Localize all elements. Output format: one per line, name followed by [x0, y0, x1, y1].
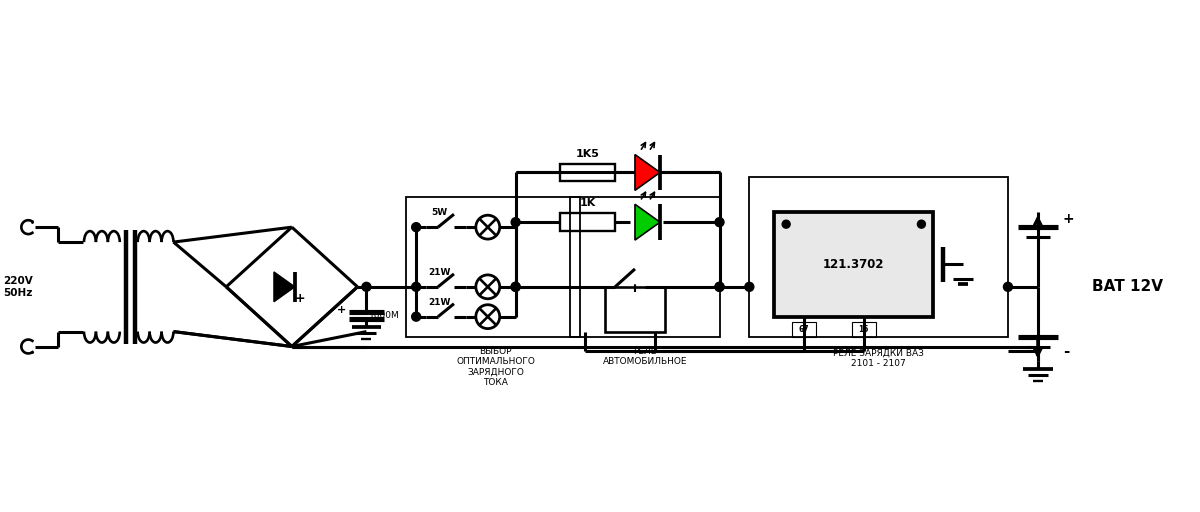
Circle shape — [511, 282, 520, 291]
Text: +: + — [294, 292, 305, 305]
Circle shape — [511, 218, 520, 227]
Circle shape — [715, 282, 724, 291]
Bar — [560, 213, 616, 231]
Text: 21W: 21W — [428, 268, 450, 277]
Circle shape — [782, 220, 790, 228]
Text: ВЫБОР
ОПТИМАЛЬНОГО
ЗАРЯДНОГО
ТОКА: ВЫБОР ОПТИМАЛЬНОГО ЗАРЯДНОГО ТОКА — [456, 347, 535, 387]
Text: 67: 67 — [799, 325, 809, 334]
Text: +: + — [337, 305, 346, 315]
Text: 15: 15 — [858, 325, 869, 334]
Bar — [407, 197, 581, 336]
Bar — [749, 178, 1008, 336]
Circle shape — [918, 220, 925, 228]
Circle shape — [362, 282, 371, 291]
Polygon shape — [635, 155, 660, 190]
Circle shape — [412, 282, 421, 291]
Text: РЕЛЕ ЗАРЯДКИ ВАЗ
2101 - 2107: РЕЛЕ ЗАРЯДКИ ВАЗ 2101 - 2107 — [833, 349, 924, 368]
Bar — [570, 197, 720, 336]
Bar — [852, 322, 876, 336]
Text: 5W: 5W — [431, 208, 448, 217]
Circle shape — [715, 282, 724, 291]
Text: -: - — [1063, 344, 1069, 359]
Circle shape — [715, 218, 724, 227]
Text: BAT 12V: BAT 12V — [1092, 280, 1164, 294]
Text: 220V
50Hz: 220V 50Hz — [4, 276, 34, 297]
Polygon shape — [635, 204, 660, 240]
Circle shape — [412, 312, 421, 321]
Text: РЕЛЕ
АВТОМОБИЛЬНОЕ: РЕЛЕ АВТОМОБИЛЬНОЕ — [602, 347, 688, 366]
Circle shape — [1003, 282, 1013, 291]
Text: 21W: 21W — [428, 297, 450, 307]
Text: 121.3702: 121.3702 — [823, 258, 884, 271]
Circle shape — [412, 223, 421, 231]
Text: +: + — [1063, 212, 1074, 226]
Circle shape — [745, 282, 754, 291]
Text: 1000M: 1000M — [370, 311, 400, 319]
Text: 1K5: 1K5 — [576, 148, 600, 159]
Bar — [560, 163, 616, 181]
Circle shape — [511, 282, 520, 291]
Text: 1K: 1K — [580, 198, 596, 208]
Bar — [792, 322, 816, 336]
Bar — [605, 287, 665, 332]
Polygon shape — [274, 272, 295, 302]
Bar — [774, 212, 934, 316]
